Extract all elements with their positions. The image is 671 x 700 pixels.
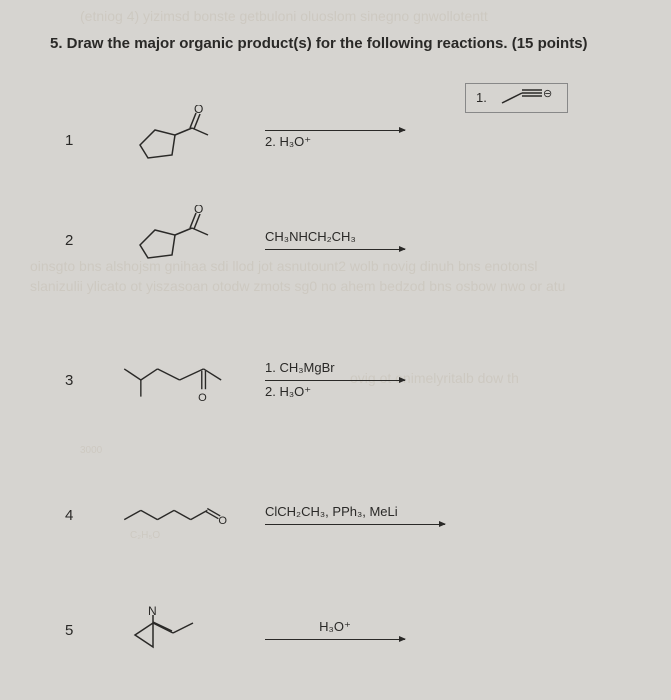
problem-3-number: 3 [65,372,85,389]
problem-2-structure: O [115,200,235,280]
problem-5-number: 5 [65,622,85,639]
alkyne-box: 1. ⊖ [465,83,568,113]
question-title: 5. Draw the major organic product(s) for… [50,35,588,52]
problem-2: 2 O CH₃NHCH₂CH₃ [65,200,405,280]
svg-text:⊖: ⊖ [543,88,552,100]
svg-text:O: O [194,205,203,216]
condition-1-top: 1. [476,89,487,107]
condition-2-top: CH₃NHCH₂CH₃ [265,228,405,246]
condition-3-top: 1. CH₃MgBr [265,359,405,377]
problem-5-conditions: H₃O⁺ [265,618,405,641]
problem-2-conditions: CH₃NHCH₂CH₃ [265,228,405,251]
svg-text:O: O [218,515,227,527]
svg-text:O: O [194,105,203,116]
reaction-arrow-2 [265,249,405,250]
watermark-small: 3000 [80,445,102,456]
reaction-arrow-5 [265,639,405,640]
problem-4-number: 4 [65,507,85,524]
problem-2-number: 2 [65,232,85,249]
problem-1-number: 1 [65,132,85,149]
problem-5-structure: N [115,590,235,670]
condition-4-top: ClCH₂CH₃, PPh₃, MeLi [265,503,445,521]
problem-1: 1 O 1. ⊖ 2. H₃O⁺ [65,100,405,180]
condition-1-bot: 2. H₃O⁺ [265,133,405,151]
problem-4: 4 O ClCH₂CH₃, PPh₃, MeLi [65,475,445,555]
problem-4-conditions: ClCH₂CH₃, PPh₃, MeLi [265,503,445,526]
condition-5-top: H₃O⁺ [265,618,405,636]
problem-3-structure: O [115,340,235,420]
problem-3-conditions: 1. CH₃MgBr 2. H₃O⁺ [265,359,405,400]
watermark-mid2: slanizulii ylicato ot yiszasoan otodw zm… [30,278,650,294]
problem-4-structure: O [115,475,235,555]
reaction-arrow-3 [265,380,405,381]
reaction-arrow-1 [265,130,405,131]
problem-5: 5 N H₃O⁺ [65,590,405,670]
problem-1-conditions: 1. ⊖ 2. H₃O⁺ [265,128,405,151]
watermark-top: (etniog 4) yizimsd bonste getbuloni oluo… [80,8,580,24]
problem-1-structure: O [115,100,235,180]
condition-3-bot: 2. H₃O⁺ [265,383,405,401]
reaction-arrow-4 [265,524,445,525]
problem-3: 3 O 1. CH₃MgBr 2. H₃O⁺ [65,340,405,420]
svg-text:O: O [198,392,207,404]
